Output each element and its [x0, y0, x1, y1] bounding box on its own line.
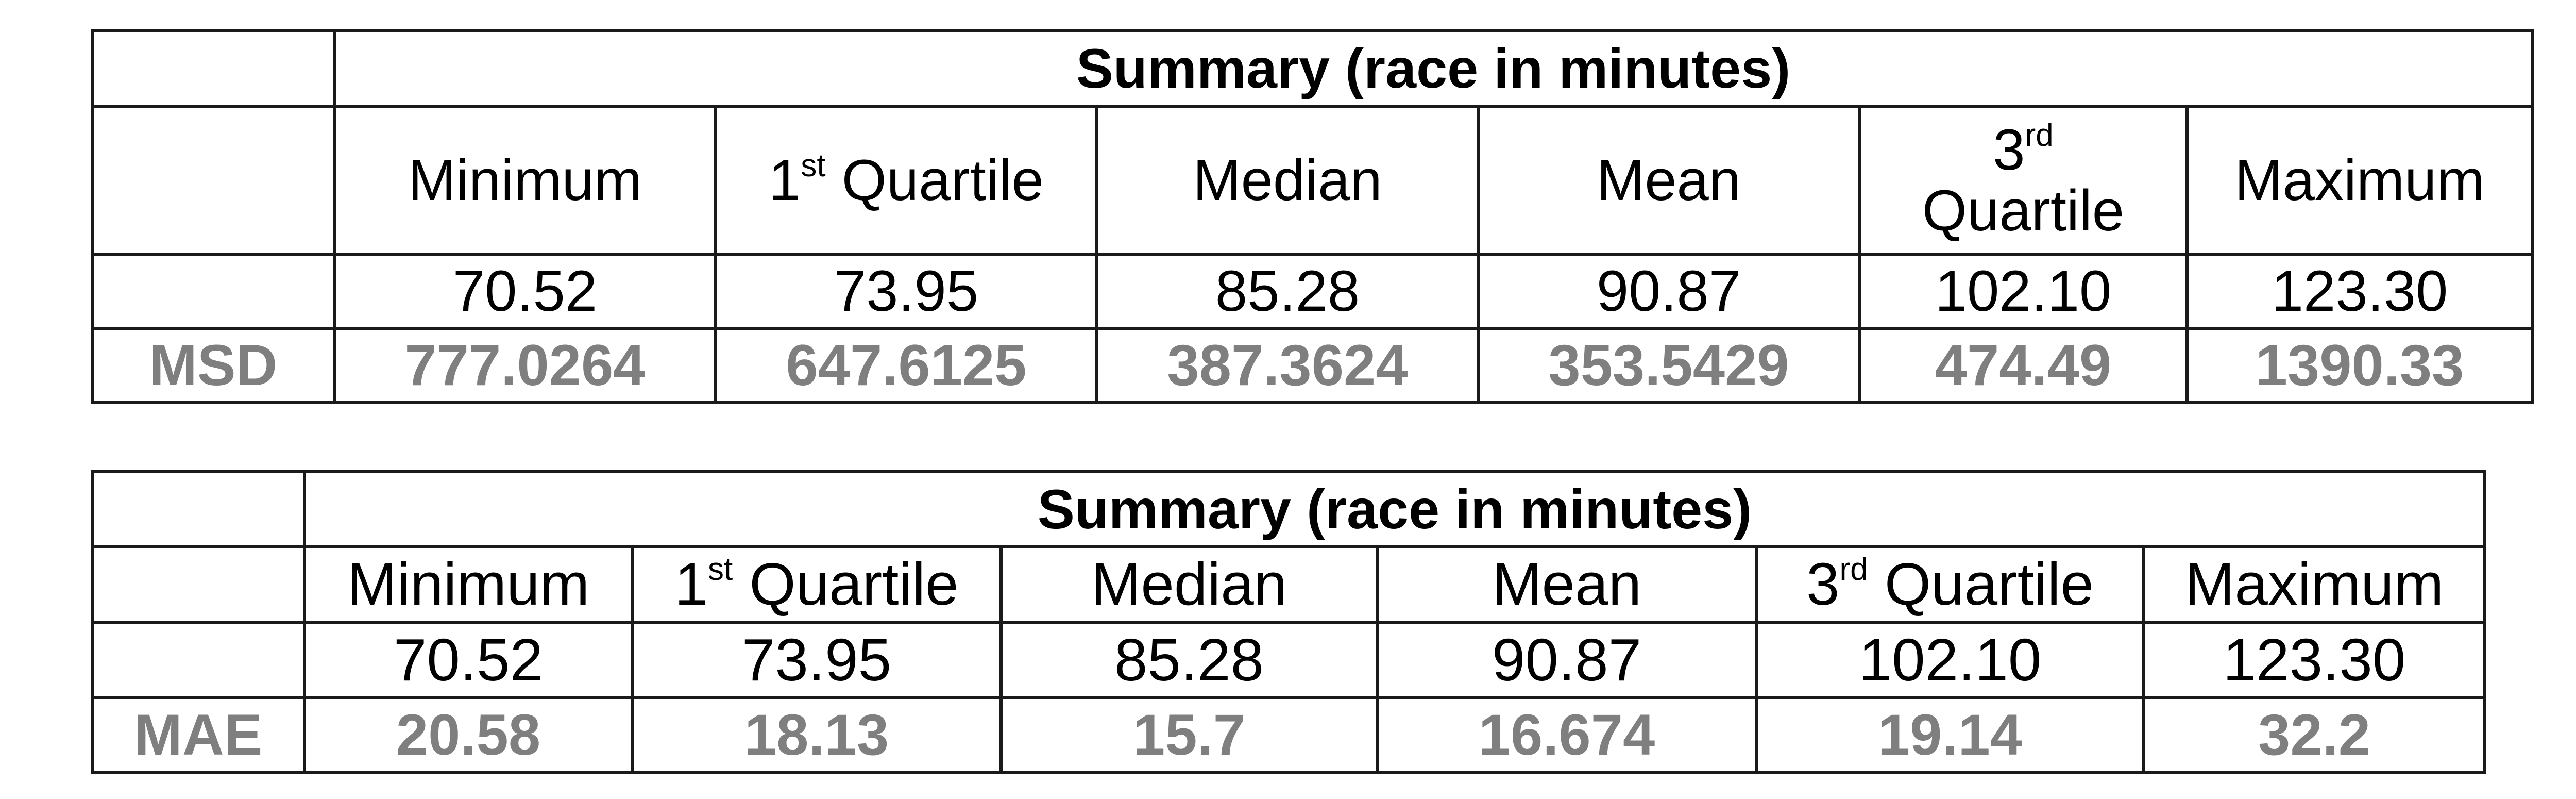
value-third-quartile: 102.10 [1858, 253, 2189, 330]
msd-label: MSD [91, 327, 336, 404]
msd-first-quartile: 647.6125 [714, 327, 1098, 404]
value-first-quartile: 73.95 [714, 253, 1098, 330]
header-mean: Mean [1376, 545, 1758, 624]
value-maximum: 123.30 [2185, 253, 2534, 330]
header-first-quartile: 1st Quartile [631, 545, 1003, 624]
table-title: Summary (race in minutes) [302, 470, 2487, 548]
table-title: Summary (race in minutes) [332, 29, 2534, 108]
header-minimum: Minimum [303, 545, 634, 624]
row-label-empty [91, 105, 336, 256]
msd-row: MSD 777.0264 647.6125 387.3624 353.5429 … [91, 327, 2534, 404]
msd-third-quartile: 474.49 [1858, 327, 2189, 404]
row-label-empty [91, 621, 306, 699]
value-median: 85.28 [999, 621, 1379, 699]
msd-maximum: 1390.33 [2185, 327, 2534, 404]
mae-summary-table: Summary (race in minutes) Minimum 1st Qu… [91, 470, 2487, 774]
mae-row: MAE 20.58 18.13 15.7 16.674 19.14 32.2 [91, 696, 2487, 774]
msd-mean: 353.5429 [1477, 327, 1861, 404]
value-minimum: 70.52 [303, 621, 634, 699]
header-median: Median [1095, 105, 1480, 256]
row-label-empty [91, 253, 336, 330]
header-mean: Mean [1477, 105, 1861, 256]
value-third-quartile: 102.10 [1755, 621, 2145, 699]
values-row: 70.52 73.95 85.28 90.87 102.10 123.30 [91, 621, 2487, 699]
mae-label: MAE [91, 696, 306, 774]
table-title-row: Summary (race in minutes) [91, 29, 2534, 108]
value-mean: 90.87 [1477, 253, 1861, 330]
msd-median: 387.3624 [1095, 327, 1480, 404]
row-label-empty [91, 545, 306, 624]
value-median: 85.28 [1095, 253, 1480, 330]
header-maximum: Maximum [2142, 545, 2487, 624]
mae-minimum: 20.58 [303, 696, 634, 774]
header-third-quartile: 3rd Quartile [1858, 105, 2189, 256]
msd-summary-table: Summary (race in minutes) Minimum 1st Qu… [91, 29, 2534, 404]
header-row: Minimum 1st Quartile Median Mean 3rd Quar… [91, 105, 2534, 256]
header-first-quartile: 1st Quartile [714, 105, 1098, 256]
header-row: Minimum 1st Quartile Median Mean 3rd Qua… [91, 545, 2487, 624]
value-maximum: 123.30 [2142, 621, 2487, 699]
value-minimum: 70.52 [333, 253, 717, 330]
header-median: Median [999, 545, 1379, 624]
corner-cell [91, 29, 336, 108]
mae-mean: 16.674 [1376, 696, 1758, 774]
mae-third-quartile: 19.14 [1755, 696, 2145, 774]
msd-minimum: 777.0264 [333, 327, 717, 404]
header-third-quartile: 3rd Quartile [1755, 545, 2145, 624]
value-first-quartile: 73.95 [631, 621, 1003, 699]
mae-maximum: 32.2 [2142, 696, 2487, 774]
header-minimum: Minimum [333, 105, 717, 256]
mae-median: 15.7 [999, 696, 1379, 774]
value-mean: 90.87 [1376, 621, 1758, 699]
table-title-row: Summary (race in minutes) [91, 470, 2487, 548]
values-row: 70.52 73.95 85.28 90.87 102.10 123.30 [91, 253, 2534, 330]
corner-cell [91, 470, 306, 548]
header-maximum: Maximum [2185, 105, 2534, 256]
mae-first-quartile: 18.13 [631, 696, 1003, 774]
